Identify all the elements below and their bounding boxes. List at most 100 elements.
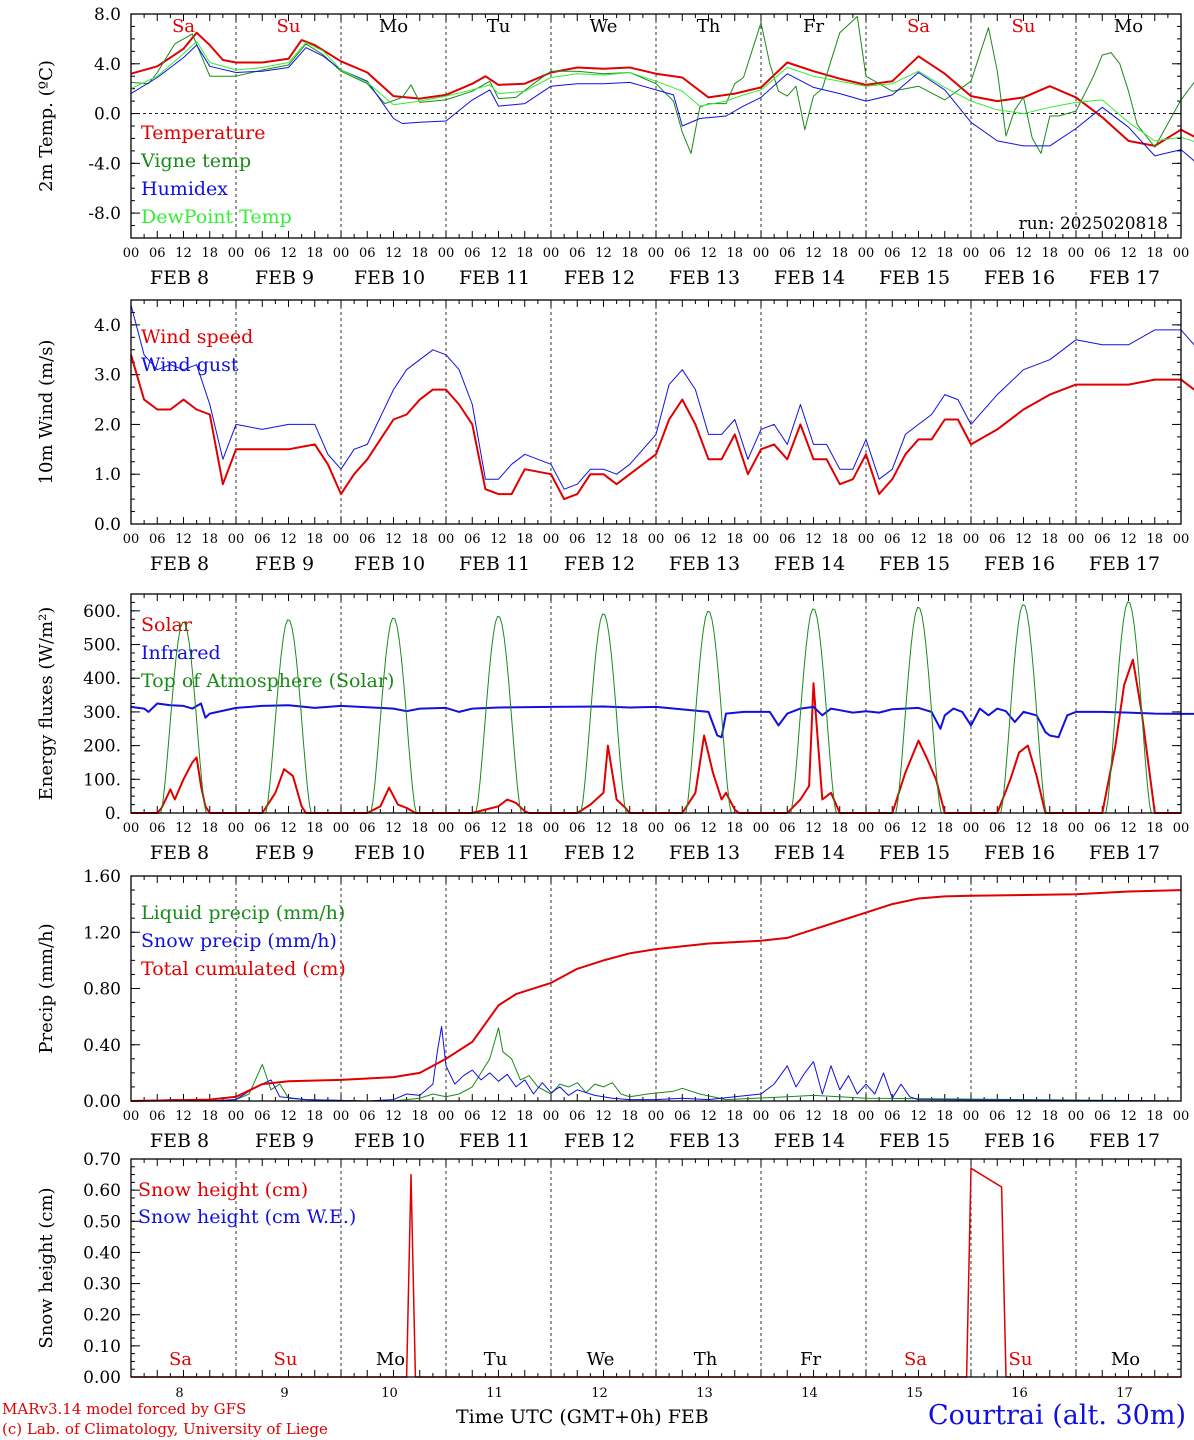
hour-tick-label: 12 bbox=[1015, 246, 1032, 261]
hour-tick-label: 00 bbox=[228, 821, 245, 836]
hour-tick-label: 00 bbox=[858, 246, 875, 261]
hour-tick-label: 12 bbox=[280, 821, 297, 836]
hour-tick-label: 06 bbox=[254, 1109, 271, 1124]
plot-frame bbox=[130, 875, 1182, 1102]
date-label: FEB 17 bbox=[1089, 842, 1160, 864]
hour-tick-label: 00 bbox=[438, 1109, 455, 1124]
hour-tick-label: 00 bbox=[648, 821, 665, 836]
hour-tick-label: 00 bbox=[543, 821, 560, 836]
hour-tick-label: 12 bbox=[595, 532, 612, 547]
date-label: FEB 10 bbox=[354, 553, 425, 575]
hour-tick-label: 00 bbox=[333, 821, 350, 836]
hour-tick-label: 18 bbox=[411, 821, 428, 836]
y-axis-label: 2m Temp. (ºC) bbox=[36, 60, 57, 192]
series-line-vigne-temp bbox=[130, 16, 1194, 154]
hour-tick-label: 00 bbox=[333, 1109, 350, 1124]
y-tick-label: 200. bbox=[83, 737, 121, 757]
y-tick-label: 0.40 bbox=[83, 1243, 121, 1263]
hour-tick-label: 00 bbox=[963, 246, 980, 261]
hour-tick-label: 06 bbox=[464, 1109, 481, 1124]
date-label: FEB 15 bbox=[879, 1130, 950, 1152]
hour-tick-label: 18 bbox=[1146, 532, 1163, 547]
day-number-label: 9 bbox=[280, 1386, 288, 1401]
series-line-dewpoint-temp bbox=[130, 40, 1194, 143]
hour-tick-label: 00 bbox=[753, 1109, 770, 1124]
series-line-humidex bbox=[130, 44, 1194, 162]
hour-tick-label: 06 bbox=[989, 532, 1006, 547]
day-name: Th bbox=[694, 1349, 718, 1370]
station-name: Courtrai (alt. 30m) bbox=[927, 1400, 1186, 1431]
hour-tick-label: 12 bbox=[385, 821, 402, 836]
hour-tick-label: 06 bbox=[1094, 1109, 1111, 1124]
date-label: FEB 10 bbox=[354, 1130, 425, 1152]
hour-tick-label: 18 bbox=[831, 532, 848, 547]
hour-tick-label: 06 bbox=[569, 246, 586, 261]
hour-tick-label: 00 bbox=[858, 821, 875, 836]
hour-tick-label: 06 bbox=[779, 821, 796, 836]
y-tick-label: 400. bbox=[83, 669, 121, 689]
date-label: FEB 8 bbox=[150, 1130, 209, 1152]
hour-tick-label: 00 bbox=[228, 532, 245, 547]
hour-tick-label: 18 bbox=[201, 532, 218, 547]
hour-tick-label: 18 bbox=[516, 246, 533, 261]
hour-tick-label: 00 bbox=[228, 246, 245, 261]
date-label: FEB 16 bbox=[984, 553, 1055, 575]
y-tick-label: 4.0 bbox=[94, 316, 121, 336]
panel-3: 0. 100. 200. 300. 400. 500. 600. Energy fluxes … bbox=[36, 593, 1194, 864]
day-name: Mo bbox=[379, 16, 408, 37]
y-tick-label: 0.20 bbox=[83, 1306, 121, 1326]
hour-tick-label: 00 bbox=[1173, 821, 1190, 836]
hour-tick-label: 00 bbox=[123, 821, 140, 836]
date-label: FEB 16 bbox=[984, 267, 1055, 289]
date-label: FEB 14 bbox=[774, 267, 845, 289]
day-name: Tu bbox=[487, 16, 511, 37]
hour-tick-label: 06 bbox=[884, 532, 901, 547]
hour-tick-label: 12 bbox=[175, 532, 192, 547]
legend-infrared: Infrared bbox=[141, 642, 221, 664]
day-name: Su bbox=[274, 1349, 298, 1370]
y-tick-label: 0.70 bbox=[83, 1150, 121, 1170]
legend-snow-precip-mm-h: Snow precip (mm/h) bbox=[141, 930, 337, 952]
date-label: FEB 8 bbox=[150, 267, 209, 289]
legend-snow-height-cm: Snow height (cm) bbox=[138, 1179, 308, 1201]
series-line-wind-gust bbox=[130, 304, 1194, 490]
y-axis-label: Precip (mm/h) bbox=[36, 923, 57, 1053]
y-tick-label: 0.50 bbox=[83, 1212, 121, 1232]
hour-tick-label: 00 bbox=[753, 532, 770, 547]
series-line-total-cumulated-cm bbox=[130, 889, 1182, 1102]
hour-tick-label: 06 bbox=[674, 821, 691, 836]
date-label: FEB 17 bbox=[1089, 267, 1160, 289]
hour-tick-label: 18 bbox=[726, 532, 743, 547]
hour-tick-label: 18 bbox=[831, 1109, 848, 1124]
day-number-label: 10 bbox=[381, 1386, 398, 1401]
day-name: Th bbox=[697, 16, 721, 37]
hour-tick-label: 00 bbox=[543, 532, 560, 547]
hour-tick-label: 12 bbox=[1015, 821, 1032, 836]
day-name: Fr bbox=[800, 1349, 821, 1370]
hour-tick-label: 06 bbox=[149, 1109, 166, 1124]
hour-tick-label: 12 bbox=[910, 821, 927, 836]
hour-tick-label: 18 bbox=[1041, 821, 1058, 836]
plot-frame bbox=[130, 13, 1182, 239]
hour-tick-label: 06 bbox=[464, 246, 481, 261]
hour-tick-label: 12 bbox=[595, 1109, 612, 1124]
date-label: FEB 16 bbox=[984, 842, 1055, 864]
series-line-temperature bbox=[130, 31, 1194, 147]
hour-tick-label: 06 bbox=[884, 1109, 901, 1124]
date-label: FEB 11 bbox=[459, 1130, 530, 1152]
hour-tick-label: 06 bbox=[779, 1109, 796, 1124]
hour-tick-label: 12 bbox=[700, 246, 717, 261]
hour-tick-label: 12 bbox=[385, 532, 402, 547]
hour-tick-label: 18 bbox=[411, 532, 428, 547]
hour-tick-label: 18 bbox=[936, 1109, 953, 1124]
hour-tick-label: 00 bbox=[1068, 1109, 1085, 1124]
hour-tick-label: 18 bbox=[1146, 821, 1163, 836]
hour-tick-label: 12 bbox=[280, 1109, 297, 1124]
hour-tick-label: 00 bbox=[543, 1109, 560, 1124]
y-tick-label: 0.40 bbox=[83, 1036, 121, 1056]
date-label: FEB 8 bbox=[150, 553, 209, 575]
day-number-label: 11 bbox=[486, 1386, 503, 1401]
y-tick-label: 0.00 bbox=[83, 1092, 121, 1112]
y-tick-label: 0.10 bbox=[83, 1337, 121, 1357]
date-label: FEB 17 bbox=[1089, 1130, 1160, 1152]
